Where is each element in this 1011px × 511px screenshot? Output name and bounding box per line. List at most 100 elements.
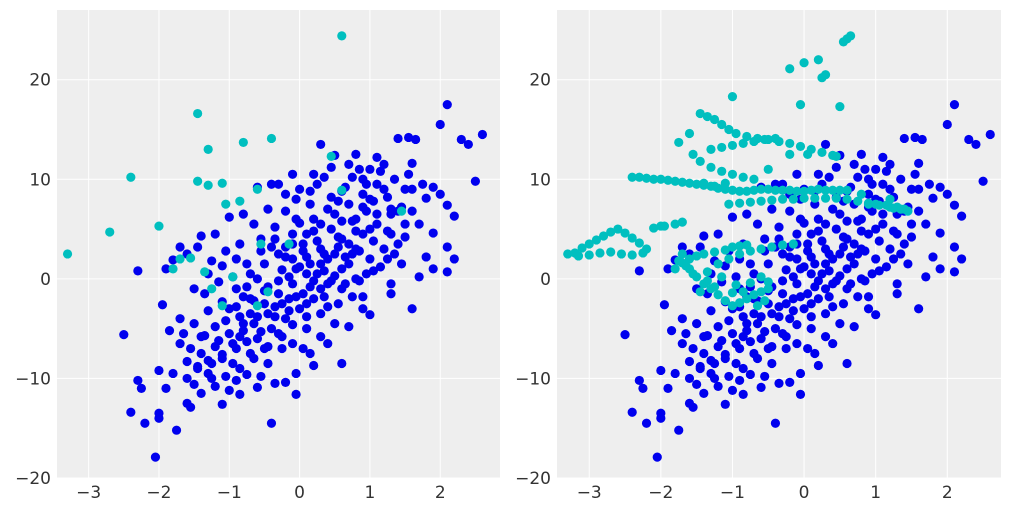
data-point (871, 254, 881, 264)
data-point (896, 249, 906, 259)
data-point (699, 388, 709, 398)
data-point (449, 254, 459, 264)
data-point (713, 290, 723, 300)
data-point (770, 324, 781, 334)
data-point (749, 136, 759, 147)
data-point (224, 212, 234, 222)
data-point (727, 169, 738, 179)
data-point (407, 206, 417, 216)
data-point (656, 365, 666, 376)
data-point (752, 353, 763, 364)
data-point (287, 338, 298, 349)
data-point (731, 272, 741, 282)
data-point (196, 231, 206, 241)
data-point (785, 138, 795, 149)
data-point (849, 322, 859, 332)
y-tick-label: 10 (29, 170, 51, 190)
data-point (175, 242, 185, 252)
data-point (656, 174, 666, 184)
data-point (309, 294, 319, 304)
data-point (238, 292, 248, 302)
data-point (803, 289, 813, 299)
data-point (266, 179, 277, 189)
data-point (157, 300, 168, 310)
data-point (442, 200, 452, 210)
data-point (358, 304, 368, 314)
data-point (242, 282, 252, 292)
data-point (196, 388, 206, 398)
data-point (702, 276, 712, 286)
data-point (785, 206, 795, 216)
data-point (799, 186, 809, 196)
data-point (407, 184, 417, 194)
data-point (354, 164, 364, 174)
data-point (351, 226, 361, 236)
data-point (670, 219, 680, 229)
data-point (770, 133, 781, 144)
data-point (305, 348, 315, 359)
data-point (337, 216, 347, 226)
data-point (284, 239, 294, 249)
data-point (777, 249, 788, 259)
data-point (294, 184, 305, 194)
data-point (695, 108, 705, 119)
data-point (842, 185, 852, 195)
data-point (792, 279, 802, 289)
data-point (221, 246, 231, 256)
data-point (828, 185, 838, 195)
data-point (298, 343, 308, 354)
data-point (813, 294, 823, 304)
data-point (949, 200, 960, 210)
data-point (627, 172, 637, 182)
data-point (820, 139, 831, 150)
data-point (280, 252, 291, 262)
data-point (641, 418, 652, 428)
data-point (365, 254, 375, 264)
data-point (119, 330, 129, 340)
data-point (663, 264, 673, 274)
data-point (806, 252, 816, 262)
data-point (168, 264, 178, 274)
data-point (379, 184, 389, 194)
data-point (393, 133, 403, 144)
data-point (813, 55, 823, 65)
data-point (284, 294, 294, 304)
data-point (770, 185, 781, 195)
data-point (874, 266, 884, 276)
data-point (699, 332, 709, 342)
data-point (309, 226, 319, 236)
data-point (677, 314, 687, 324)
data-point (196, 332, 206, 342)
data-point (175, 254, 185, 264)
data-point (595, 248, 605, 258)
data-point (742, 240, 752, 250)
data-point (442, 267, 452, 277)
data-point (638, 248, 648, 258)
data-point (792, 186, 802, 196)
data-point (724, 371, 734, 382)
data-point (749, 174, 759, 184)
data-point (200, 267, 210, 277)
data-point (340, 279, 350, 289)
data-point (263, 309, 273, 319)
data-point (428, 264, 438, 274)
data-point (777, 185, 788, 195)
data-point (126, 172, 136, 182)
data-point (287, 169, 298, 179)
data-point (235, 239, 245, 249)
data-point (403, 169, 414, 179)
data-point (820, 284, 831, 294)
data-point (252, 184, 263, 194)
data-point (351, 214, 361, 224)
y-tick-label: 20 (529, 71, 551, 91)
data-point (287, 279, 298, 289)
data-point (217, 178, 227, 188)
data-point (777, 194, 788, 204)
data-point (344, 199, 354, 209)
data-point (242, 369, 252, 380)
data-point (656, 413, 666, 423)
data-point (210, 229, 220, 239)
data-point (210, 381, 220, 391)
data-point (727, 301, 738, 311)
